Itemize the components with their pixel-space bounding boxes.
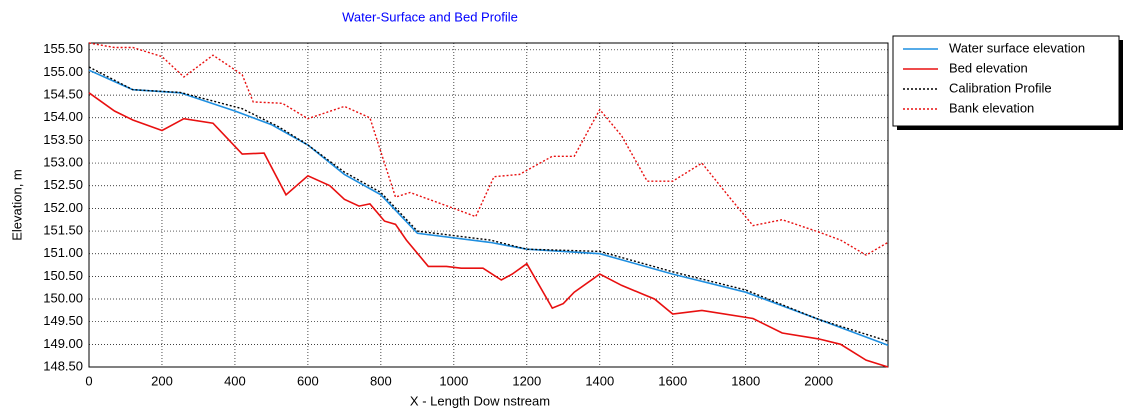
x-tick-label: 600 [297,373,319,388]
legend-label: Bed elevation [949,60,1028,75]
series-line [88,66,889,342]
series-line [88,69,889,346]
plot-area [88,42,889,368]
x-tick-label: 1600 [658,373,687,388]
y-tick-label: 153.50 [43,132,83,147]
x-tick-label: 1800 [731,373,760,388]
y-tick-label: 150.50 [43,268,83,283]
x-axis-label: X - Length Dow nstream [410,393,550,408]
y-tick-label: 151.00 [43,245,83,260]
legend-label: Calibration Profile [949,80,1052,95]
y-tick-label: 152.00 [43,200,83,215]
x-tick-label: 1400 [585,373,614,388]
y-tick-label: 154.50 [43,87,83,102]
x-tick-label: 400 [224,373,246,388]
y-tick-label: 155.00 [43,64,83,79]
y-tick-label: 155.50 [43,41,83,56]
chart-title: Water-Surface and Bed Profile [342,9,518,24]
y-tick-label: 152.50 [43,177,83,192]
x-tick-label: 0 [85,373,92,388]
series-line [88,42,889,256]
legend-label: Bank elevation [949,100,1034,115]
y-axis-label: Elevation, m [9,169,24,241]
y-tick-label: 154.00 [43,109,83,124]
x-tick-label: 200 [151,373,173,388]
y-tick-label: 149.00 [43,336,83,351]
y-tick-label: 149.50 [43,313,83,328]
series-line [88,92,889,368]
x-tick-label: 800 [370,373,392,388]
y-tick-label: 148.50 [43,358,83,373]
y-tick-label: 150.00 [43,290,83,305]
x-tick-label: 1000 [439,373,468,388]
x-tick-label: 1200 [512,373,541,388]
legend-label: Water surface elevation [949,40,1085,55]
y-tick-label: 151.50 [43,222,83,237]
legend [892,35,1120,127]
y-tick-label: 153.00 [43,155,83,170]
x-tick-label: 2000 [804,373,833,388]
